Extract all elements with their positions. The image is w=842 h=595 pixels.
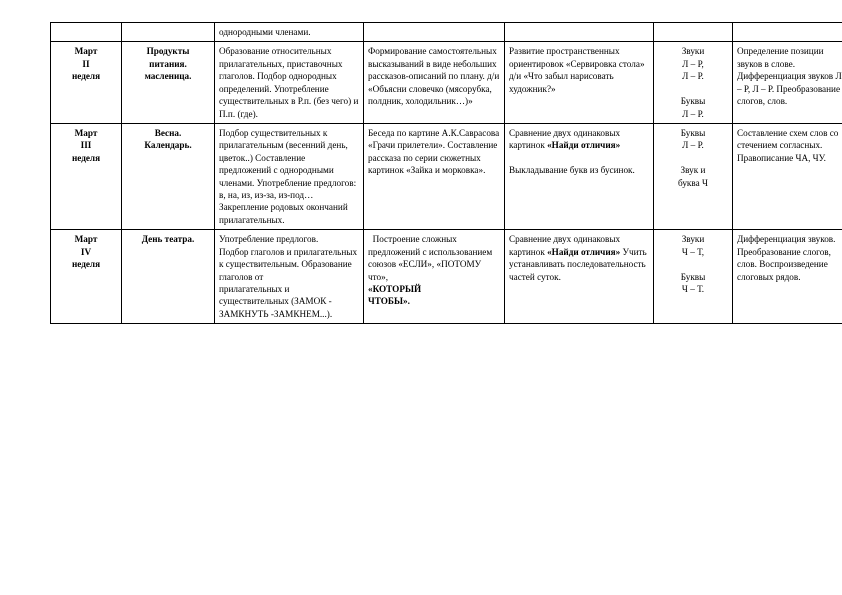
- cell-speech: Беседа по картине А.К.Саврасова «Грачи п…: [364, 123, 505, 229]
- cell-orient: Сравнение двух одинаковых картинок «Найд…: [505, 123, 654, 229]
- table-row: МартIIнеделя Продуктыпитания.масленица. …: [51, 42, 842, 124]
- cell-topic: Продуктыпитания.масленица.: [122, 42, 215, 124]
- cell-period: МартIVнеделя: [51, 230, 122, 324]
- cell-sounds: [654, 23, 733, 42]
- cell-sounds: ЗвукиЛ – Р,Л – Р. БуквыЛ – Р.: [654, 42, 733, 124]
- cell-speech: Построение сложных предложений с использ…: [364, 230, 505, 324]
- cell-topic: Весна.Календарь.: [122, 123, 215, 229]
- cell-period: [51, 23, 122, 42]
- cell-sounds: БуквыЛ – Р. Звук ибуква Ч: [654, 123, 733, 229]
- text: Формирование самостоятельных высказывани…: [368, 46, 499, 106]
- cell-grammar: Образование относительных прилагательных…: [215, 42, 364, 124]
- text-bold: «Найди отличия»: [547, 140, 620, 150]
- text: Построение сложных предложений с использ…: [368, 234, 492, 281]
- cell-grammar: однородными членами.: [215, 23, 364, 42]
- cell-phon: Составление схем слов со стечением согла…: [733, 123, 842, 229]
- curriculum-table: однородными членами. МартIIнеделя Продук…: [50, 22, 842, 324]
- text-bold: ЧТОБЫ».: [368, 296, 410, 306]
- cell-speech: [364, 23, 505, 42]
- cell-phon: [733, 23, 842, 42]
- table-row: МартIIIнеделя Весна.Календарь. Подбор су…: [51, 123, 842, 229]
- text-bold: «Найди отличия»: [547, 247, 620, 257]
- text-bold: «КОТОРЫЙ: [368, 284, 421, 294]
- cell-phon: Определение позиции звуков в слове. Дифф…: [733, 42, 842, 124]
- cell-period: МартIIIнеделя: [51, 123, 122, 229]
- table-row: МартIVнеделя День театра. Употребление п…: [51, 230, 842, 324]
- cell-phon: Дифференциация звуков. Преобразование сл…: [733, 230, 842, 324]
- cell-speech: Формирование самостоятельных высказывани…: [364, 42, 505, 124]
- table-row: однородными членами.: [51, 23, 842, 42]
- cell-orient: Развитие пространственных ориентировок «…: [505, 42, 654, 124]
- cell-period: МартIIнеделя: [51, 42, 122, 124]
- cell-topic: День театра.: [122, 230, 215, 324]
- text: Развитие пространственных ориентировок «…: [509, 46, 645, 93]
- cell-topic: [122, 23, 215, 42]
- cell-orient: [505, 23, 654, 42]
- text: Выкладывание букв из бусинок.: [509, 165, 635, 175]
- cell-grammar: Подбор существительных к прилагательным …: [215, 123, 364, 229]
- cell-grammar: Употребление предлогов.Подбор глаголов и…: [215, 230, 364, 324]
- cell-sounds: ЗвукиЧ – Т, БуквыЧ – Т.: [654, 230, 733, 324]
- cell-orient: Сравнение двух одинаковых картинок «Найд…: [505, 230, 654, 324]
